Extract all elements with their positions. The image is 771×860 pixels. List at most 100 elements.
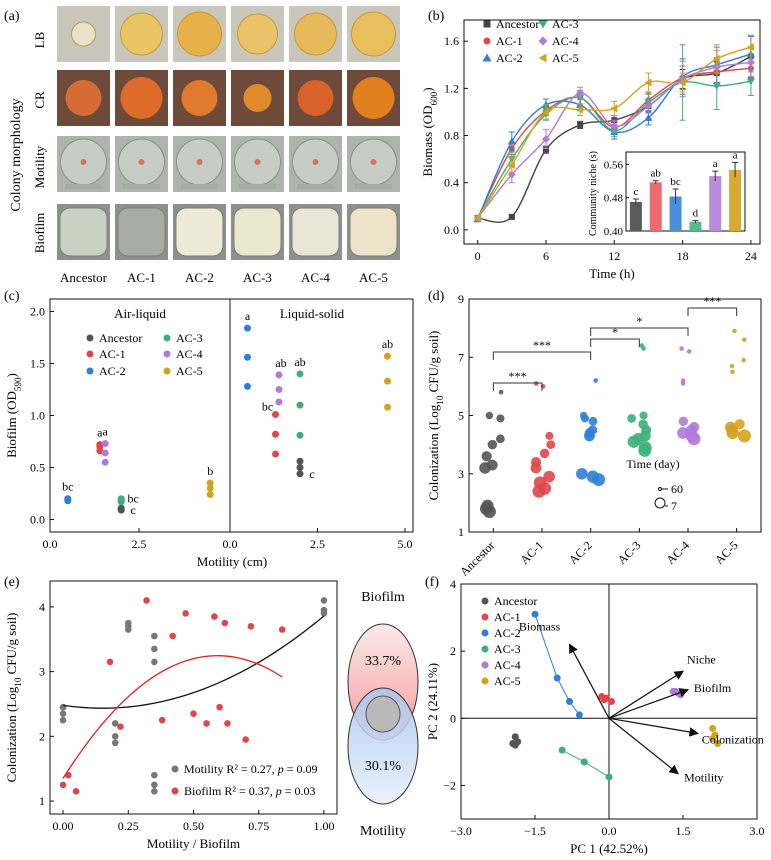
significance-letter: ab <box>294 355 305 369</box>
data-point-ac-2 <box>244 353 251 361</box>
inset-bar <box>689 221 702 231</box>
data-point-ac-1 <box>533 476 547 489</box>
data-point-ac-3 <box>117 495 125 503</box>
y-tick-label: 0.0 <box>30 513 45 527</box>
x-tick-label: 5.0 <box>398 537 413 551</box>
stats-marker-biofilm <box>171 787 179 795</box>
data-point-ac-4 <box>275 398 283 406</box>
data-point-ancestor <box>296 457 304 465</box>
data-point-ac-4 <box>686 349 692 354</box>
data-point-biofilm <box>117 723 124 730</box>
data-point-ac-1 <box>607 698 615 705</box>
motility-spot <box>196 159 203 165</box>
data-point-ac-1 <box>530 457 542 468</box>
significance-letter: bc <box>262 399 273 413</box>
inset-significance-letter: ab <box>651 168 662 180</box>
data-point-ac-5 <box>678 78 686 87</box>
data-point-ac-3 <box>627 414 637 423</box>
data-point-motility <box>111 739 119 747</box>
motility-ruler <box>181 184 218 189</box>
legend-marker-ac-3 <box>538 20 548 29</box>
legend-marker-ac-2 <box>86 367 94 375</box>
y-axis-label: Biofilm (OD590) <box>4 373 23 458</box>
stats-label-motility: Motility R² = 0.27, p = 0.09 <box>184 762 318 776</box>
data-point-ac-2 <box>579 411 588 420</box>
data-point-ac-5 <box>737 429 751 443</box>
data-point-ac-5 <box>576 105 584 114</box>
panel-e-frame <box>49 580 338 815</box>
legend-label-ac-2: AC-2 <box>496 51 523 65</box>
panel-d-letter: (d) <box>428 289 445 304</box>
colony-morphology-label: Colony morphology <box>9 98 24 211</box>
y-tick-label: 7 <box>458 350 464 364</box>
x-tick-label: 1.5 <box>676 824 691 838</box>
size-legend-title: Time (day) <box>626 457 679 471</box>
y-tick-label: 1.2 <box>444 81 459 95</box>
significance-stars: *** <box>533 338 551 352</box>
cr-colony <box>181 80 218 116</box>
inset-bar <box>729 169 742 231</box>
row-label-motility: Motility <box>32 145 47 188</box>
x-tick-label: 2.5 <box>132 537 147 551</box>
legend-label-ac-1: AC-1 <box>494 610 521 624</box>
significance-stars: *** <box>703 294 721 308</box>
motility-spot <box>370 159 377 165</box>
data-point-ac-5 <box>206 491 214 499</box>
data-point-ac-3 <box>638 419 648 429</box>
x-tick-label: −1.5 <box>524 824 546 838</box>
x-tick-label: 0.50 <box>183 819 204 833</box>
data-point-ancestor <box>487 439 498 450</box>
y-tick-label: 1.5 <box>30 356 45 370</box>
data-point-ac-5 <box>541 107 549 116</box>
y-tick-label: 5 <box>458 409 464 423</box>
loading-label-motility: Motility <box>684 771 723 785</box>
data-point-ac-1 <box>545 431 554 440</box>
cr-colony <box>352 77 395 119</box>
x-tick-label: 18 <box>677 249 689 263</box>
data-point-ancestor <box>481 499 494 512</box>
significance-letter: ab <box>275 356 286 370</box>
data-point-motility <box>59 703 67 711</box>
legend-label-ac-5: AC-5 <box>176 364 203 378</box>
data-point-ac-4 <box>576 89 585 98</box>
lb-colony <box>351 11 396 57</box>
data-point-ac-5 <box>732 328 737 334</box>
data-point-ac-5 <box>741 357 746 363</box>
data-point-ac-5 <box>714 739 722 747</box>
data-point-ac-3 <box>580 758 588 766</box>
data-point-ancestor <box>542 146 549 153</box>
loading-label-niche: Niche <box>687 652 716 666</box>
panel-a-letter: (a) <box>4 9 20 24</box>
loading-arrow-colonization <box>608 717 699 737</box>
panel-b-biomass-chart: (b) 0 6 12 18 24 0.0 0.4 0.8 1.2 1.6 Time (h) Biomas… <box>420 9 761 281</box>
biofilm-well <box>291 207 340 257</box>
panel-d-colonization-chart: (d) 1 3 5 7 9 Colonization (Log10 CFU/g soil) A… <box>426 289 762 579</box>
data-point-ancestor <box>485 411 494 420</box>
x-tick-label: 2.5 <box>310 537 325 551</box>
data-point-ac-2 <box>244 324 251 332</box>
x-tick-label-ac-5: AC-5 <box>712 538 741 567</box>
significance-letter: a <box>245 309 251 323</box>
data-point-ac-2 <box>553 674 561 682</box>
data-point-ancestor <box>496 414 505 423</box>
legend-label-ac-5: AC-5 <box>552 51 579 65</box>
x-tick-label: 0 <box>475 249 481 263</box>
inset-significance-letter: d <box>693 208 699 220</box>
venn-overlap <box>365 695 401 733</box>
panel-e-colonization-regression-chart: (e) 0.00 0.25 0.50 0.75 1.00 1 2 3 4 Motility / Bi… <box>4 575 419 851</box>
legend-marker-ac-4 <box>163 350 171 358</box>
x-tick-label: 3.0 <box>750 824 765 838</box>
data-point-ac-5 <box>644 78 652 87</box>
size-legend-marker-small <box>658 487 662 491</box>
inset-significance-letter: bc <box>670 176 681 188</box>
data-point-ac-3 <box>558 746 566 754</box>
data-point-biofilm <box>182 610 189 617</box>
venn-top-label: Biofilm <box>361 590 405 605</box>
data-point-biofilm <box>216 703 223 711</box>
data-point-ac-2 <box>244 382 251 390</box>
data-point-ac-5 <box>610 104 618 113</box>
legend-marker-ancestor <box>86 334 94 342</box>
data-point-ac-3 <box>639 343 645 348</box>
data-point-ancestor <box>486 459 498 471</box>
